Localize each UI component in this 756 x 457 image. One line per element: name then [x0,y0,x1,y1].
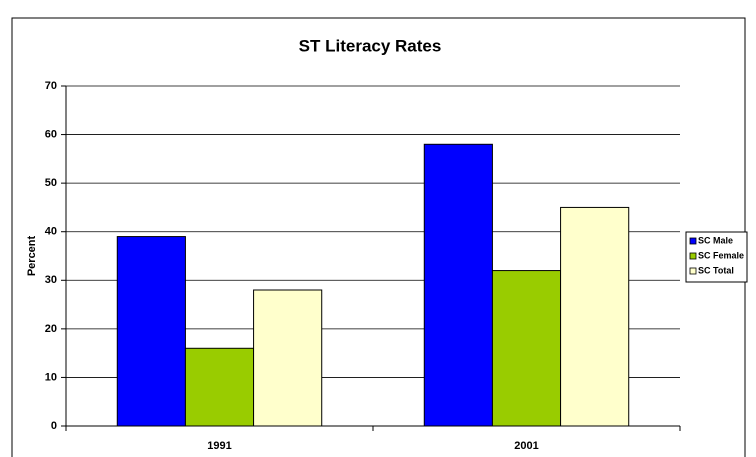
legend-swatch [689,252,697,260]
bar [491,270,562,427]
y-tick-label: 70 [45,80,57,92]
bar [184,347,255,427]
y-tick-label: 0 [51,420,57,432]
y-tick-label: 30 [45,274,57,286]
chart-title: ST Literacy Rates [299,36,442,55]
y-tick-label: 40 [45,226,57,238]
y-axis-label: Percent [26,235,38,276]
y-tick-label: 20 [45,323,57,335]
legend-label: SC Female [698,250,744,260]
x-tick-label: 2001 [514,440,538,452]
legend-swatch [689,267,697,275]
bar [253,289,323,427]
bar [423,143,493,427]
y-tick-label: 60 [45,128,57,140]
y-tick-label: 50 [45,177,57,189]
legend-label: SC Male [698,235,733,245]
y-tick-label: 10 [45,371,57,383]
bar [560,206,630,427]
legend-label: SC Total [698,265,734,275]
bar [116,236,186,427]
x-tick-label: 1991 [207,440,231,452]
legend-swatch [689,237,697,245]
